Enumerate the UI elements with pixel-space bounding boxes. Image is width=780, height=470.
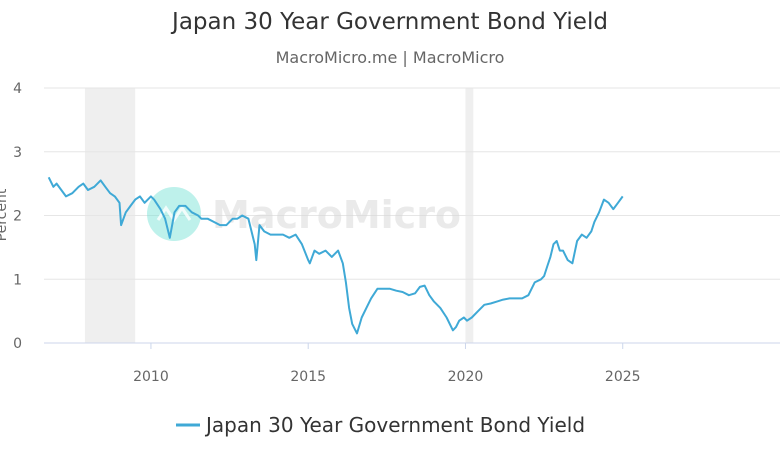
y-tick-label-4: 4 (13, 81, 22, 97)
y-tick-label-1: 1 (13, 272, 22, 288)
series-layer (47, 176, 624, 335)
y-axis-label: Percent (0, 188, 10, 241)
series-line-0[interactable] (47, 176, 624, 335)
axis-layer: 0 1 2 3 4 2010 2015 2020 2025 (13, 81, 780, 385)
watermark-text: MacroMicro (212, 193, 461, 237)
y-tick-label-0: 0 (13, 336, 22, 352)
x-tick-label-1: 2015 (290, 369, 326, 385)
x-tick-label-0: 2010 (133, 369, 169, 385)
legend-label: Japan 30 Year Government Bond Yield (204, 413, 585, 437)
y-tick-label-2: 2 (13, 209, 22, 225)
y-tick-label-3: 3 (13, 145, 22, 161)
chart-subtitle: MacroMicro.me | MacroMicro (275, 48, 505, 67)
chart-title: Japan 30 Year Government Bond Yield (172, 9, 608, 35)
x-tick-label-2: 2020 (448, 369, 484, 385)
legend[interactable]: Japan 30 Year Government Bond Yield (176, 413, 585, 437)
x-tick-label-3: 2025 (605, 369, 641, 385)
